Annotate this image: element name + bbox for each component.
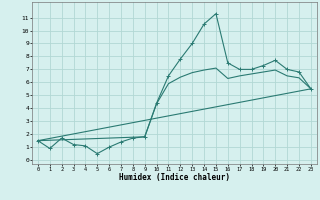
X-axis label: Humidex (Indice chaleur): Humidex (Indice chaleur) <box>119 173 230 182</box>
